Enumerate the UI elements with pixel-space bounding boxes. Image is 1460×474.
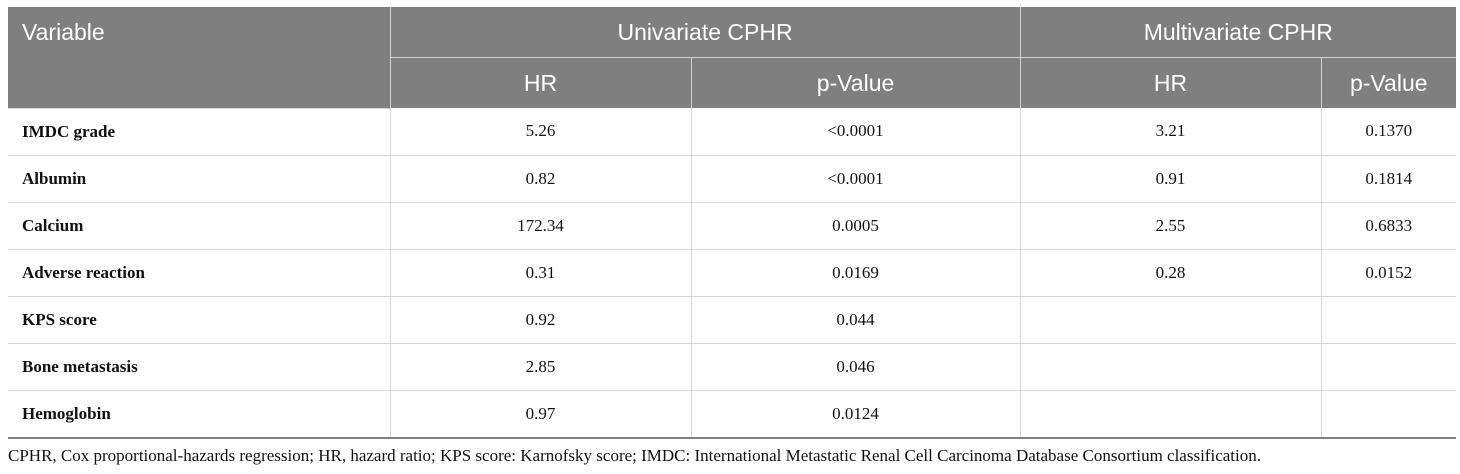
table-row: Hemoglobin 0.97 0.0124 <box>8 390 1457 439</box>
row-multi-p: 0.1370 <box>1321 108 1457 156</box>
row-multi-hr <box>1020 390 1322 439</box>
table-row: Bone metastasis 2.85 0.046 <box>8 343 1457 391</box>
table-row: IMDC grade 5.26 <0.0001 3.21 0.1370 <box>8 108 1457 156</box>
header-variable: Variable <box>8 7 391 109</box>
row-multi-p: 0.0152 <box>1321 249 1457 297</box>
header-multivariate: Multivariate CPHR <box>1020 7 1457 58</box>
row-multi-p <box>1321 343 1457 391</box>
table-row: Adverse reaction 0.31 0.0169 0.28 0.0152 <box>8 249 1457 297</box>
row-variable: KPS score <box>8 296 391 344</box>
row-multi-p <box>1321 296 1457 344</box>
row-uni-hr: 0.31 <box>390 249 692 297</box>
table-footnote: CPHR, Cox proportional-hazards regressio… <box>8 446 1261 465</box>
row-uni-p: 0.044 <box>691 296 1021 344</box>
cox-regression-table: Variable Univariate CPHR Multivariate CP… <box>8 7 1457 439</box>
row-variable: IMDC grade <box>8 108 391 156</box>
row-multi-p <box>1321 390 1457 439</box>
header-univariate: Univariate CPHR <box>390 7 1021 58</box>
row-uni-hr: 0.82 <box>390 155 692 203</box>
table-row: KPS score 0.92 0.044 <box>8 296 1457 344</box>
row-uni-p: 0.0005 <box>691 202 1021 250</box>
row-uni-p: 0.046 <box>691 343 1021 391</box>
row-multi-p: 0.6833 <box>1321 202 1457 250</box>
row-uni-hr: 172.34 <box>390 202 692 250</box>
row-multi-hr: 0.91 <box>1020 155 1322 203</box>
header-uni-pvalue: p-Value <box>691 57 1021 108</box>
row-uni-hr: 2.85 <box>390 343 692 391</box>
row-multi-hr <box>1020 296 1322 344</box>
row-variable: Hemoglobin <box>8 390 391 439</box>
row-uni-hr: 5.26 <box>390 108 692 156</box>
row-multi-hr: 2.55 <box>1020 202 1322 250</box>
table-container: Variable Univariate CPHR Multivariate CP… <box>8 7 1457 439</box>
row-multi-hr: 0.28 <box>1020 249 1322 297</box>
row-multi-p: 0.1814 <box>1321 155 1457 203</box>
header-multi-pvalue: p-Value <box>1321 57 1457 108</box>
row-multi-hr: 3.21 <box>1020 108 1322 156</box>
row-uni-p: 0.0124 <box>691 390 1021 439</box>
row-multi-hr <box>1020 343 1322 391</box>
row-uni-hr: 0.92 <box>390 296 692 344</box>
row-variable: Bone metastasis <box>8 343 391 391</box>
header-uni-hr: HR <box>390 57 692 108</box>
header-multi-hr: HR <box>1020 57 1322 108</box>
row-uni-p: <0.0001 <box>691 108 1021 156</box>
row-uni-p: <0.0001 <box>691 155 1021 203</box>
row-uni-p: 0.0169 <box>691 249 1021 297</box>
table-row: Albumin 0.82 <0.0001 0.91 0.1814 <box>8 155 1457 203</box>
row-uni-hr: 0.97 <box>390 390 692 439</box>
row-variable: Calcium <box>8 202 391 250</box>
table-row: Calcium 172.34 0.0005 2.55 0.6833 <box>8 202 1457 250</box>
row-variable: Albumin <box>8 155 391 203</box>
row-variable: Adverse reaction <box>8 249 391 297</box>
